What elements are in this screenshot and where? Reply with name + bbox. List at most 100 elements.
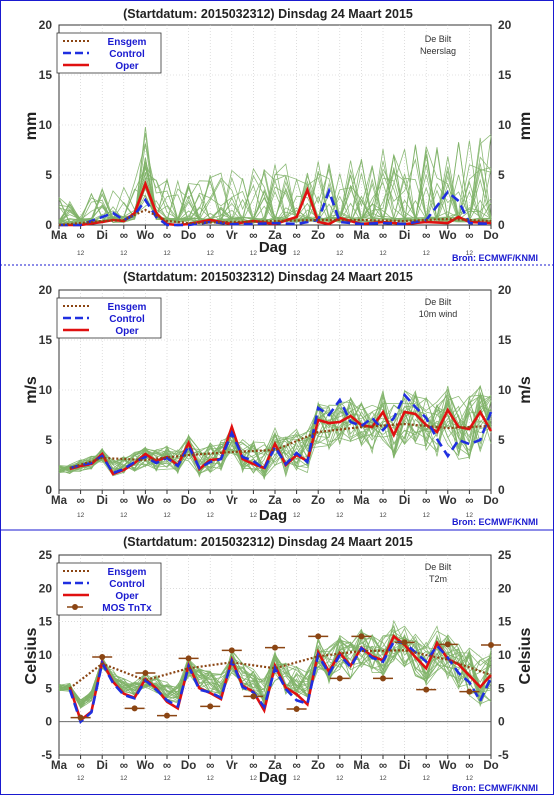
y-tick-label-right: 5	[498, 433, 505, 447]
x-tick-label-marker: ∞	[422, 230, 430, 242]
y-tick-label-right: 5	[498, 681, 505, 695]
x-tick-label-marker: ∞	[249, 760, 257, 772]
station-name: De Bilt	[425, 297, 452, 307]
x-tick-label-day: Di	[399, 495, 411, 507]
legend-label: Oper	[115, 591, 138, 602]
x-tick-label-marker: ∞	[76, 230, 84, 242]
panel-title: (Startdatum: 2015032312) Dinsdag 24 Maar…	[123, 270, 413, 284]
x-tick-label-marker: ∞	[465, 230, 473, 242]
y-tick-label-left: 0	[45, 218, 52, 232]
panel-title: (Startdatum: 2015032312) Dinsdag 24 Maar…	[123, 535, 413, 549]
x-tick-label-day: Wo	[137, 495, 155, 507]
x-tick-label-day: Za	[268, 230, 282, 242]
control-line	[69, 392, 493, 475]
x-tick-label-hour: 12	[293, 250, 301, 257]
x-tick-label-day: Vr	[226, 760, 238, 772]
ensemble-member-line	[58, 634, 492, 703]
x-tick-label-day: Ma	[353, 495, 370, 507]
x-tick-label-hour: 12	[379, 512, 387, 519]
y-tick-label-left: 20	[39, 18, 53, 32]
y-tick-label-right: 20	[498, 18, 512, 32]
x-tick-label-day: Di	[96, 760, 108, 772]
x-tick-label-marker: ∞	[422, 760, 430, 772]
x-tick-label-day: Wo	[439, 495, 457, 507]
y-tick-label-right: 0	[498, 218, 505, 232]
x-tick-label-day: Do	[181, 495, 196, 507]
y-tick-label-left: 10	[39, 383, 53, 397]
x-tick-label-hour: 12	[336, 775, 344, 782]
x-tick-label-hour: 12	[293, 512, 301, 519]
ensemble-mean-line	[69, 649, 492, 690]
ensemble-member-line	[58, 392, 492, 473]
x-tick-label-marker: ∞	[163, 495, 171, 507]
station-name: De Bilt	[425, 562, 452, 572]
legend-box	[56, 297, 162, 339]
y-tick-label-left: 10	[39, 648, 53, 662]
x-tick-label-hour: 12	[423, 775, 431, 782]
x-tick-label-marker: ∞	[206, 230, 214, 242]
x-tick-label-day: Ma	[51, 230, 68, 242]
x-tick-label-marker: ∞	[249, 230, 257, 242]
ensemble-member-line	[58, 386, 492, 477]
x-tick-label-marker: ∞	[120, 760, 128, 772]
variable-name: T2m	[429, 574, 447, 584]
x-tick-label-marker: ∞	[163, 760, 171, 772]
x-tick-label-day: Vr	[226, 495, 238, 507]
x-tick-label-hour: 12	[207, 775, 215, 782]
x-tick-label-marker: ∞	[292, 230, 300, 242]
ensemble-mean-line	[58, 208, 492, 227]
y-tick-label-left: 0	[45, 715, 52, 729]
x-axis-label: Dag	[259, 769, 287, 786]
panel-title: (Startdatum: 2015032312) Dinsdag 24 Maar…	[123, 7, 413, 21]
x-tick-label-hour: 12	[120, 250, 128, 257]
x-tick-label-day: Wo	[137, 760, 155, 772]
x-tick-label-day: Do	[181, 230, 196, 242]
x-tick-label-day: Do	[181, 760, 196, 772]
y-tick-label-right: -5	[498, 748, 509, 762]
x-tick-label-hour: 12	[250, 775, 258, 782]
mos-point	[228, 647, 235, 654]
y-tick-label-right: 10	[498, 383, 512, 397]
y-tick-label-right: 15	[498, 615, 512, 629]
variable-name: Neerslag	[420, 46, 456, 56]
y-tick-label-right: 15	[498, 333, 512, 347]
y-tick-label-right: 20	[498, 283, 512, 297]
x-tick-label-hour: 12	[120, 512, 128, 519]
y-axis-label-left: m/s	[23, 376, 40, 404]
y-axis-label-right: mm	[517, 112, 534, 140]
x-tick-label-hour: 12	[77, 512, 85, 519]
mos-point	[131, 705, 138, 712]
x-tick-label-day: Za	[268, 760, 282, 772]
x-axis-label: Dag	[259, 507, 287, 524]
x-tick-label-day: Za	[268, 495, 282, 507]
x-tick-label-day: Zo	[311, 495, 325, 507]
legend-label: Ensgem	[108, 567, 147, 578]
mos-point	[315, 633, 322, 640]
x-tick-label-day: Zo	[311, 760, 325, 772]
y-tick-label-left: 0	[45, 483, 52, 497]
legend-swatch-mos-dot	[72, 604, 78, 610]
x-tick-label-day: Wo	[439, 230, 457, 242]
x-tick-label-hour: 12	[379, 775, 387, 782]
legend-label: Control	[109, 314, 145, 325]
y-tick-label-left: 10	[39, 118, 53, 132]
x-tick-label-marker: ∞	[249, 495, 257, 507]
x-tick-label-hour: 12	[163, 775, 171, 782]
source-label: Bron: ECMWF/KNMI	[452, 253, 538, 263]
mos-point	[272, 644, 278, 651]
mos-point	[293, 706, 300, 712]
x-tick-label-hour: 12	[336, 250, 344, 257]
x-tick-label-marker: ∞	[76, 760, 84, 772]
x-tick-label-day: Ma	[353, 760, 370, 772]
x-tick-label-marker: ∞	[206, 495, 214, 507]
x-tick-label-hour: 12	[163, 512, 171, 519]
x-tick-label-marker: ∞	[292, 495, 300, 507]
mos-point	[77, 714, 84, 721]
x-tick-label-day: Vr	[226, 230, 238, 242]
x-tick-label-marker: ∞	[120, 495, 128, 507]
mos-point	[466, 688, 473, 695]
ensemble-member-line	[58, 392, 492, 478]
x-tick-label-marker: ∞	[465, 495, 473, 507]
